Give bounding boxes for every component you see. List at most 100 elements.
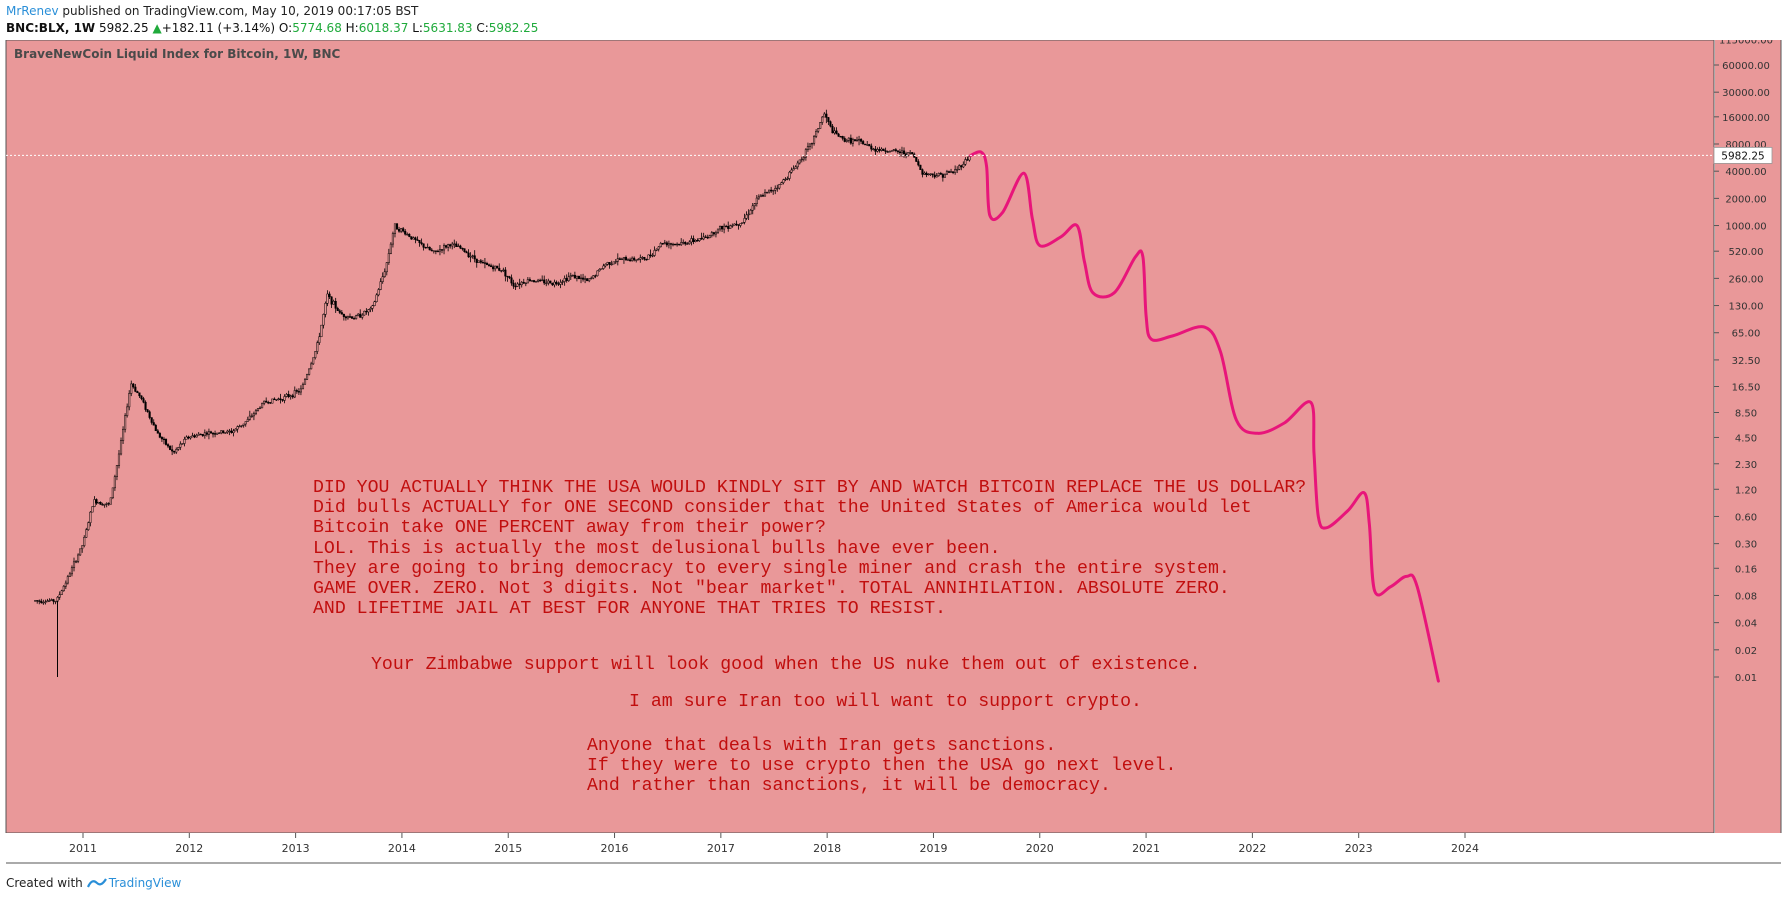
candle-body <box>518 283 521 286</box>
candle-body <box>639 257 642 260</box>
candle-body <box>635 259 638 261</box>
candle-body <box>956 169 959 171</box>
annotation-iran: I am sure Iran too will want to support … <box>629 692 1142 712</box>
candle-body <box>201 434 204 436</box>
x-tick-label: 2023 <box>1345 842 1373 855</box>
candle-body <box>436 250 439 253</box>
candle-body <box>522 281 525 284</box>
candle-body <box>336 308 339 312</box>
candle-body <box>886 151 889 153</box>
time-axis[interactable] <box>0 833 1788 864</box>
annotation-line: I am sure Iran too will want to support … <box>629 692 1142 712</box>
candle-body <box>586 278 589 282</box>
candle-body <box>729 225 732 229</box>
tradingview-link[interactable]: TradingView <box>86 876 181 890</box>
candle-body <box>132 383 135 388</box>
author-link[interactable]: MrRenev <box>6 4 59 18</box>
candle-body <box>739 223 742 226</box>
candle-body <box>870 145 873 150</box>
price-axis[interactable] <box>1715 40 1781 833</box>
chart-title: BraveNewCoin Liquid Index for Bitcoin, 1… <box>14 47 341 61</box>
candle-body <box>849 137 852 144</box>
candle-body <box>447 244 450 248</box>
plot-area[interactable] <box>5 40 1715 834</box>
x-tick-label: 2015 <box>494 842 522 855</box>
annotation-line: Your Zimbabwe support will look good whe… <box>371 655 1201 675</box>
candle-body <box>303 379 307 385</box>
candle-body <box>277 398 280 400</box>
candle-body <box>85 529 88 538</box>
y-tick-label: 0.60 <box>1735 512 1757 523</box>
candle-body <box>44 601 47 603</box>
candle-body <box>205 432 208 435</box>
candle-body <box>246 419 249 422</box>
candle-body <box>344 316 347 319</box>
x-tick-label: 2017 <box>707 842 735 855</box>
candle-body <box>792 168 795 171</box>
y-tick-label: 0.04 <box>1735 619 1757 630</box>
candle-body <box>847 137 850 141</box>
price-chart[interactable]: BraveNewCoin Liquid Index for Bitcoin, 1… <box>0 40 1788 872</box>
candle-body <box>671 243 675 246</box>
candle-body <box>126 406 129 416</box>
candle-body <box>745 214 748 219</box>
candle-body <box>735 223 738 226</box>
candle-body <box>490 265 493 267</box>
candle-body <box>796 162 799 168</box>
candle-body <box>62 585 65 591</box>
candle-body <box>183 439 186 444</box>
candle-body <box>537 279 540 282</box>
candle-body <box>214 433 217 435</box>
candle-body <box>250 415 253 417</box>
candle-body <box>119 440 123 455</box>
y-tick-label: 115000.00 <box>1719 40 1773 46</box>
candle-body <box>95 499 98 504</box>
y-tick-label: 0.16 <box>1735 564 1757 575</box>
candle-series <box>34 109 971 677</box>
candle-body <box>218 432 221 435</box>
projection-curve[interactable] <box>969 150 1440 683</box>
y-tick-label: 1000.00 <box>1725 222 1766 233</box>
candle-body <box>696 240 699 242</box>
y-tick-label: 1.20 <box>1735 485 1757 496</box>
candle-body <box>665 242 668 246</box>
candle-body <box>610 263 613 266</box>
y-tick-label: 4.50 <box>1735 433 1757 444</box>
candle-body <box>839 136 842 138</box>
candle-body <box>633 257 636 261</box>
candle-body <box>706 237 709 239</box>
candle-body <box>77 554 80 562</box>
candle-body <box>426 246 429 249</box>
candle-body <box>657 246 660 250</box>
y-tick-label: 16.50 <box>1732 382 1761 393</box>
candle-body <box>66 576 69 584</box>
candle-body <box>534 281 538 283</box>
candle-body <box>485 263 489 265</box>
candle-body <box>547 280 550 284</box>
candle-body <box>322 314 325 326</box>
candle-body <box>674 243 677 246</box>
candle-body <box>900 150 904 154</box>
symbol-label: BNC:BLX, 1W <box>6 21 96 35</box>
candle-body <box>716 228 720 234</box>
x-tick-label: 2019 <box>919 842 947 855</box>
candle-body <box>385 262 388 273</box>
candle-body <box>314 351 317 358</box>
candle-body <box>947 171 951 173</box>
candle-body <box>952 171 955 173</box>
candle-body <box>160 437 163 440</box>
candle-body <box>929 173 932 175</box>
candle-body <box>551 282 554 286</box>
candle-body <box>162 438 166 441</box>
candle-body <box>643 257 646 260</box>
candle-body <box>667 243 670 246</box>
candle-body <box>907 152 910 156</box>
high-label: H: <box>345 21 359 35</box>
candle-body <box>954 169 957 173</box>
candle-body <box>778 184 781 189</box>
candle-body <box>894 149 897 151</box>
candle-body <box>925 172 928 176</box>
candle-body <box>79 548 82 556</box>
candle-body <box>273 398 276 400</box>
candle-body <box>271 398 274 404</box>
